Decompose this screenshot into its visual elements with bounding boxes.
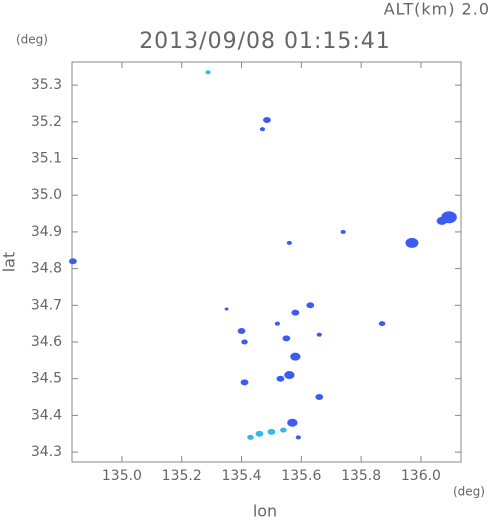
echo-point — [237, 327, 246, 334]
y-tick-label: 35.2 — [31, 114, 62, 130]
y-tick-label: 34.4 — [31, 407, 62, 423]
y-tick-label: 35.0 — [31, 187, 62, 203]
y-tick-label: 34.3 — [31, 444, 62, 460]
echo-point — [316, 332, 322, 337]
echo-point — [263, 116, 271, 123]
subtitle: ALT(km) 2.0 — [384, 0, 490, 19]
x-tick-label: 136.0 — [401, 468, 441, 484]
echo-point — [241, 339, 248, 345]
echo-point — [280, 427, 287, 433]
echo-point — [287, 418, 298, 427]
x-tick-label: 135.6 — [281, 468, 321, 484]
echo-point — [276, 375, 285, 382]
y-tick-label: 34.8 — [31, 261, 62, 277]
echo-point — [240, 379, 249, 386]
y-unit: (deg) — [16, 33, 48, 47]
y-tick-label: 34.6 — [31, 334, 62, 350]
echo-point — [315, 394, 324, 401]
x-tick-label: 135.2 — [162, 468, 202, 484]
echo-point — [436, 216, 448, 225]
echo-point — [274, 321, 281, 326]
x-tick-label: 135.0 — [102, 468, 142, 484]
echo-point — [247, 434, 254, 440]
echo-point — [340, 229, 346, 234]
echo-point — [68, 258, 77, 265]
echo-point — [291, 309, 300, 316]
y-tick-label: 35.1 — [31, 151, 62, 167]
echo-point — [290, 352, 301, 361]
echo-point — [224, 307, 229, 311]
echo-point — [282, 335, 291, 342]
echo-point — [205, 70, 211, 75]
echo-point — [286, 240, 292, 245]
x-tick-label: 135.4 — [221, 468, 261, 484]
y-axis-label: lat — [0, 252, 19, 273]
y-tick-label: 34.9 — [31, 224, 62, 240]
x-unit: (deg) — [453, 485, 485, 499]
echo-point — [405, 237, 419, 248]
y-tick-label: 35.3 — [31, 77, 62, 93]
x-tick-label: 135.8 — [341, 468, 381, 484]
echo-point — [259, 127, 266, 132]
y-tick-label: 34.5 — [31, 371, 62, 387]
y-tick-label: 34.7 — [31, 297, 62, 313]
chart-title: 2013/09/08 01:15:41 — [139, 29, 391, 54]
echo-point — [267, 428, 276, 435]
echo-point — [295, 435, 301, 440]
echo-point — [255, 430, 264, 437]
echo-point — [306, 302, 315, 309]
x-axis-label: lon — [253, 502, 277, 521]
echo-point — [378, 321, 386, 327]
echo-point — [284, 371, 295, 380]
